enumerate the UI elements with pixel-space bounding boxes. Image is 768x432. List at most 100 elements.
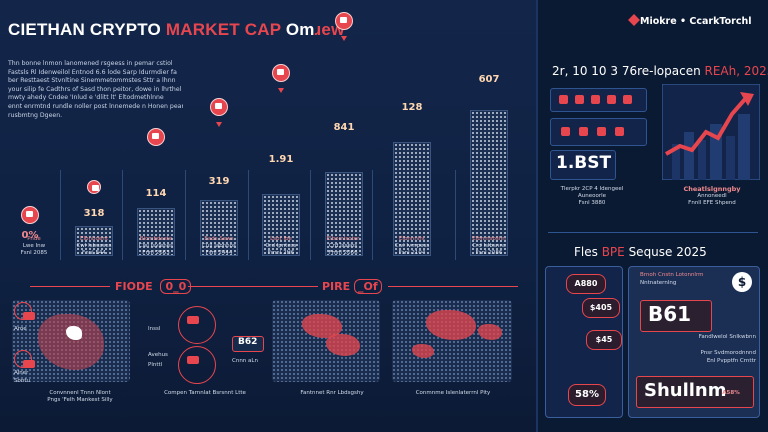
info-label: Brnoh Cnstn Lotonnlrm xyxy=(640,272,704,278)
column-value: 128 xyxy=(401,102,423,113)
column-label: Elbnnnlnt Cwl Ivmpess Fsnl 2104 xyxy=(394,236,430,256)
map-region xyxy=(38,314,104,370)
intro-line: rusbmtng Dgeen. xyxy=(8,111,63,119)
stat-caption: Tlerpkr 2CP 4 Idengeel Auneoorle Fsnl 3880 xyxy=(560,186,624,206)
regional-map-3 xyxy=(392,300,512,382)
column-label: Elbomlsoter Crd Isseos Fmnl 2066 xyxy=(326,236,360,256)
column-label: Lsbt lbe Crd Ipntess Fmnl 2H6 xyxy=(265,236,297,256)
building-icon xyxy=(597,127,606,136)
title-part-2: MARKET CAP xyxy=(165,20,286,39)
intro-line: mwty ahedy Cndee 'Inlud e 'dlitt lt' Elt… xyxy=(8,94,164,102)
page-title: CIETHAN CRYPTO MARKET CAP Omɹew xyxy=(8,20,345,40)
dollar-icon: $ xyxy=(732,272,752,292)
intro-line: ennt enrmtnd rundle noller post lnnemede… xyxy=(8,102,183,110)
market-column-8: 607 xyxy=(470,74,508,256)
brand-logo-text: Miokre • CcarkTorchl xyxy=(640,16,752,27)
legend-label: Aroe xyxy=(14,326,27,332)
column-value: 0% xyxy=(21,230,39,241)
info-label: Nntnaternlng xyxy=(640,280,677,286)
legend-label: Sontu xyxy=(14,378,30,384)
intro-line: ber Resttaest Stvnltine Sinemmetommstes … xyxy=(8,77,176,85)
value-bar xyxy=(262,194,300,256)
column-value: 607 xyxy=(478,74,500,85)
section-heading-mid: PIRE _Of xyxy=(322,279,382,294)
badge-b62: B62 xyxy=(238,337,258,347)
intro-line: your silip fe Cadthrs of Sasd thon peito… xyxy=(8,85,182,93)
right-subtitle: Fles BPE Sequse 2025 xyxy=(574,245,707,259)
intro-paragraph: Thn bonne lnmon lanomened rsgeess in pem… xyxy=(8,60,183,120)
building-icon xyxy=(615,127,624,136)
mid-label: Avehus xyxy=(148,352,168,358)
pill-value: 58% xyxy=(568,384,606,406)
coin-icon xyxy=(559,95,568,104)
arrow-down-icon xyxy=(216,122,222,127)
pill-value: $45 xyxy=(586,330,622,350)
map-region xyxy=(478,324,502,340)
info-label: Enl Pvpptfn Crnttr xyxy=(706,358,756,364)
bitcoin-icon xyxy=(178,306,216,344)
map-caption: Conmnme Islenlaterrnl Pity xyxy=(415,390,491,396)
stat-box xyxy=(550,150,616,180)
wallet-icon xyxy=(210,98,228,116)
regional-map-2 xyxy=(272,300,380,382)
map-region xyxy=(426,310,476,340)
map-highlight xyxy=(66,326,82,340)
mid-label: Cnnn aLn xyxy=(232,358,258,364)
legend-icon xyxy=(14,302,35,320)
arrow-down-icon xyxy=(341,36,347,41)
coin-icon xyxy=(575,95,584,104)
pill-value: $405 xyxy=(582,298,620,318)
intro-line: Fastsls Rl Idenweilol Entnod 6.6 lode Sa… xyxy=(8,68,177,76)
chart-icon xyxy=(147,128,165,146)
icon-row-box xyxy=(550,118,647,146)
map-region xyxy=(412,344,434,358)
heart-icon xyxy=(87,180,101,194)
coin-icon xyxy=(591,95,600,104)
divider-line xyxy=(388,286,518,287)
value-box xyxy=(636,376,754,408)
mid-label: Plnttl xyxy=(148,362,163,368)
section-heading-left: FIODE 0_0 xyxy=(115,279,192,294)
right-title: 2r, 10 10 3 76re-lopacen REAh, 2025 xyxy=(552,64,768,78)
column-value: 114 xyxy=(145,188,167,199)
legend-label: Alner xyxy=(14,370,29,376)
market-column-2: 318 xyxy=(75,180,113,256)
legend-icon xyxy=(14,350,35,368)
info-label: Fandlwelol Snlkwbnn xyxy=(698,334,756,340)
map-region xyxy=(326,334,360,356)
column-value: 841 xyxy=(333,122,355,133)
column-value: 1.91 xyxy=(268,154,294,165)
market-column-4: 319 xyxy=(200,98,238,256)
column-value: 319 xyxy=(208,176,230,187)
token-icon xyxy=(178,346,216,384)
market-column-7: 128 xyxy=(393,102,431,256)
column-label: Eads Sews Cuil Iabnnos Fsnl 2444 xyxy=(202,236,236,256)
column-label: Pnde Lwe Inw Fsnl 2085 xyxy=(20,236,48,256)
title-part-3: Om xyxy=(285,20,315,39)
market-column-5: 1.91 xyxy=(262,64,300,256)
column-divider xyxy=(60,170,61,260)
arrow-down-icon xyxy=(278,88,284,93)
coin-icon xyxy=(607,95,616,104)
regional-map-1 xyxy=(12,300,130,382)
map-caption: Fantnnet Rnr Lbdsgshy xyxy=(300,390,364,396)
market-column-3: 114 xyxy=(137,128,175,256)
chart-caption: Cheatlslgnngby Annoneedl Fnnll EFE Shpend xyxy=(683,185,741,207)
title-part-1: CIETHAN CRYPTO xyxy=(8,20,166,39)
panel-value-b61: B61 xyxy=(648,302,692,326)
bank-icon xyxy=(335,12,353,30)
value-bar xyxy=(470,110,508,256)
market-column-6: 841 xyxy=(325,12,363,256)
panel-percent: A58% xyxy=(722,390,740,396)
info-label: Pnsr Svdmorodnnnd xyxy=(700,350,757,356)
pill-value: A880 xyxy=(566,274,606,294)
map-caption: Convnnenl Tnnn Nlont Pngs 'Felh Mankest S… xyxy=(47,390,113,403)
badge-box xyxy=(232,336,264,352)
building-icon xyxy=(561,127,570,136)
exchange-icon xyxy=(272,64,290,82)
column-label: Elbnmsbshn Crd Islbsnns Fsnl 2086 xyxy=(472,236,506,256)
divider-line xyxy=(548,232,758,233)
growth-chart-graphic xyxy=(662,84,760,180)
value-box xyxy=(640,300,712,332)
value-bar xyxy=(325,172,363,256)
